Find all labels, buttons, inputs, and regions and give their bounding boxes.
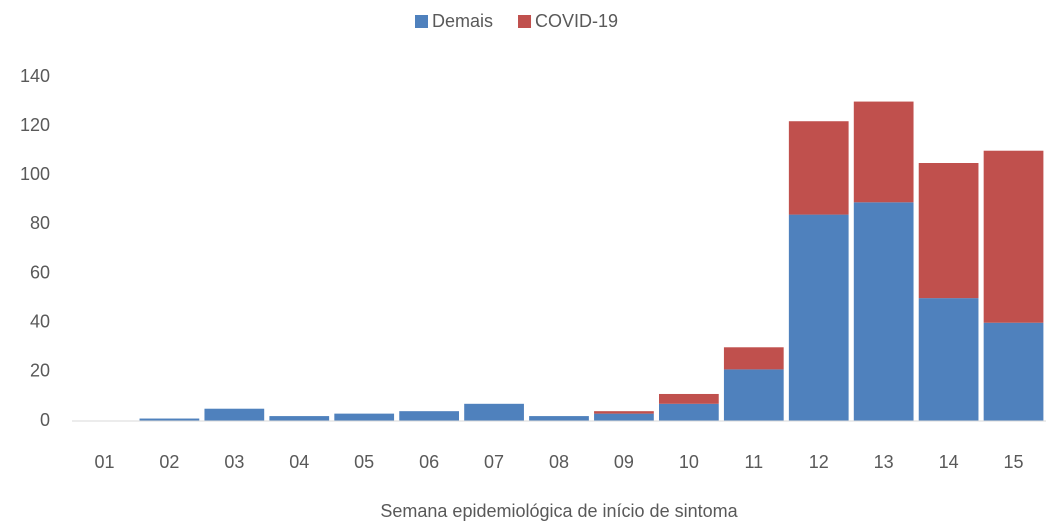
legend-label: COVID-19 (535, 11, 618, 31)
x-tick-label: 14 (939, 452, 959, 472)
bar-segment (658, 403, 719, 421)
bar-segment (594, 413, 654, 421)
legend-swatch (415, 15, 428, 28)
x-axis-title: Semana epidemiológica de início de sinto… (380, 501, 738, 521)
bar-segment (788, 214, 849, 421)
bar-segment (529, 416, 589, 421)
legend-swatch (518, 15, 532, 28)
bar-segment (983, 322, 1044, 421)
x-tick-label: 07 (484, 452, 504, 472)
bar-segment (658, 393, 719, 404)
y-tick-label: 120 (20, 115, 50, 135)
bar-segment (853, 202, 914, 421)
bar-segment (269, 416, 330, 421)
bar-segment (334, 413, 395, 421)
bar-segment (918, 163, 979, 299)
y-tick-label: 40 (30, 311, 50, 331)
y-tick-label: 60 (30, 262, 50, 282)
bar-segment (853, 101, 914, 203)
bar-segment (723, 347, 784, 370)
legend-label: Demais (432, 11, 493, 31)
x-tick-label: 02 (159, 452, 179, 472)
y-tick-label: 20 (30, 361, 50, 381)
x-tick-label: 13 (874, 452, 894, 472)
x-tick-label: 10 (679, 452, 699, 472)
y-tick-label: 0 (40, 410, 50, 430)
bar-segment (399, 411, 460, 421)
y-tick-label: 100 (20, 164, 50, 184)
x-tick-label: 15 (1004, 452, 1024, 472)
x-tick-label: 09 (614, 452, 634, 472)
x-tick-label: 04 (289, 452, 309, 472)
bar-segment (918, 298, 979, 421)
x-tick-label: 01 (94, 452, 114, 472)
x-tick-label: 03 (224, 452, 244, 472)
bar-segment (983, 150, 1044, 323)
x-tick-label: 12 (809, 452, 829, 472)
x-tick-label: 08 (549, 452, 569, 472)
y-tick-label: 80 (30, 213, 50, 233)
bar-segment (723, 369, 784, 421)
y-tick-label: 140 (20, 66, 50, 86)
x-tick-label: 05 (354, 452, 374, 472)
x-tick-label: 06 (419, 452, 439, 472)
bar-segment (788, 121, 849, 215)
bar-segment (464, 403, 524, 421)
bar-segment (594, 411, 654, 414)
bar-segment (139, 418, 200, 421)
x-tick-label: 11 (744, 452, 763, 472)
bar-segment (204, 408, 265, 421)
